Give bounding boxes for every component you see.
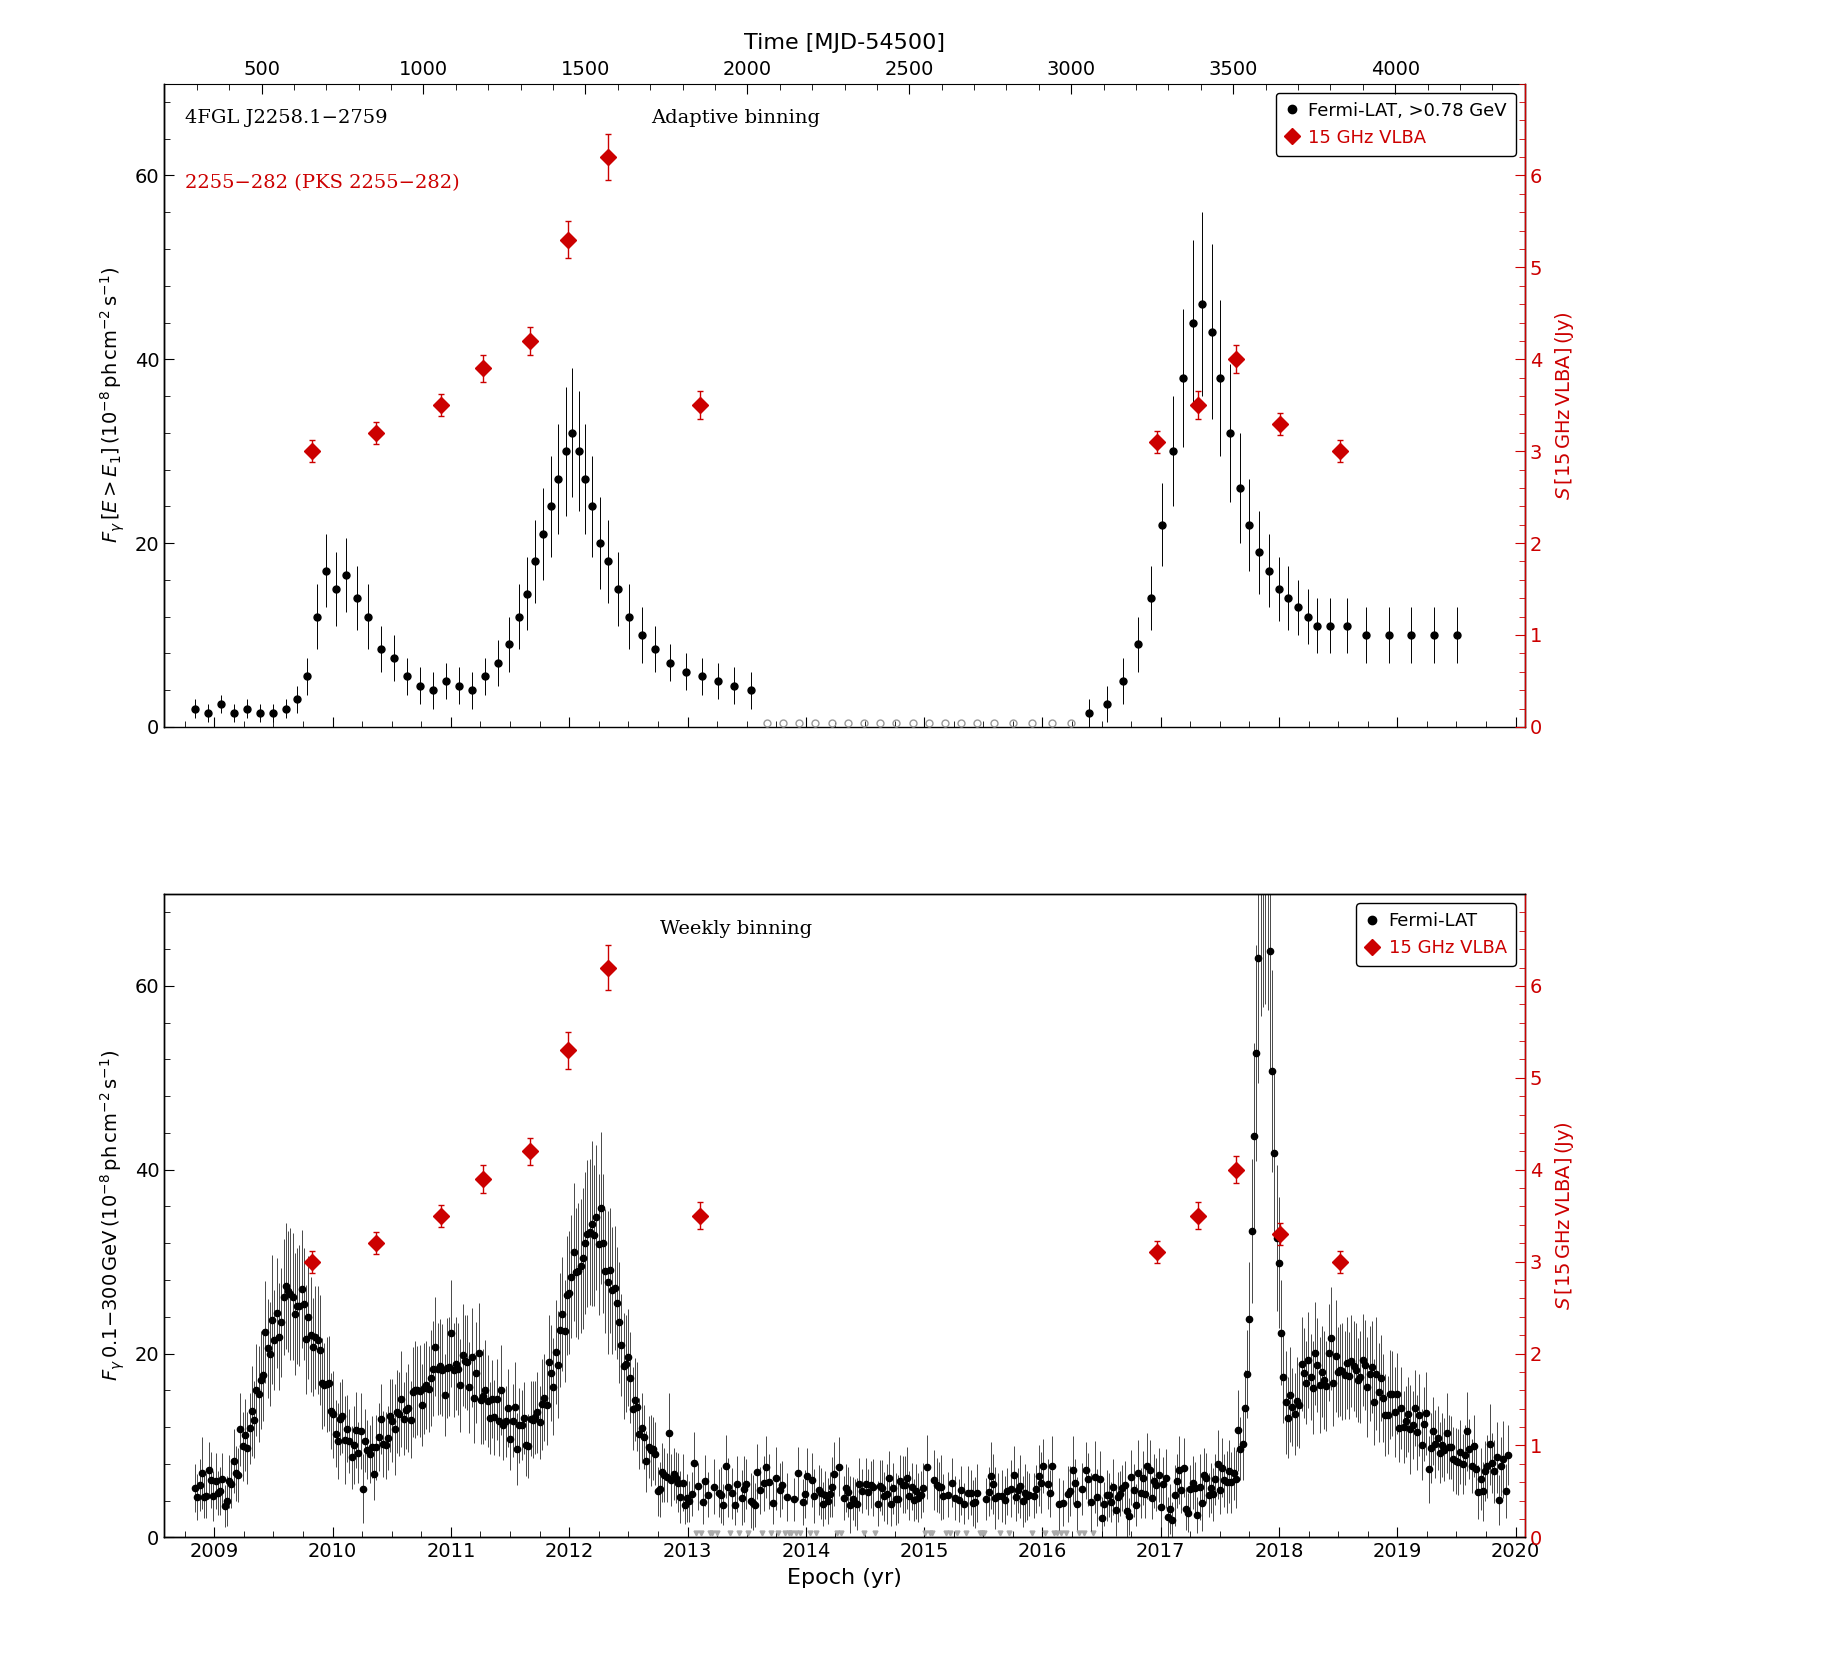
- Y-axis label: $F_{\gamma}\,0.1{-}300\,\mathrm{GeV}\,(10^{-8}\,\mathrm{ph\,cm^{-2}\,s^{-1}})$: $F_{\gamma}\,0.1{-}300\,\mathrm{GeV}\,(1…: [99, 1049, 126, 1382]
- X-axis label: Time [MJD-54500]: Time [MJD-54500]: [743, 32, 946, 52]
- Text: Weekly binning: Weekly binning: [659, 919, 813, 937]
- Text: 2255−282 (PKS 2255−282): 2255−282 (PKS 2255−282): [184, 174, 460, 192]
- Y-axis label: $S\,[15\,\mathrm{GHz\,VLBA}]\,(\mathrm{Jy})$: $S\,[15\,\mathrm{GHz\,VLBA}]\,(\mathrm{J…: [1554, 1121, 1576, 1310]
- Legend: Fermi-LAT, >0.78 GeV, 15 GHz VLBA: Fermi-LAT, >0.78 GeV, 15 GHz VLBA: [1276, 92, 1516, 155]
- Text: 4FGL J2258.1−2759: 4FGL J2258.1−2759: [184, 109, 387, 127]
- Y-axis label: $S\,[15\,\mathrm{GHz\,VLBA}]\,(\mathrm{Jy})$: $S\,[15\,\mathrm{GHz\,VLBA}]\,(\mathrm{J…: [1554, 311, 1576, 500]
- Y-axis label: $F_{\gamma}\,[E>E_1]\,(10^{-8}\,\mathrm{ph\,cm^{-2}\,s^{-1}})$: $F_{\gamma}\,[E>E_1]\,(10^{-8}\,\mathrm{…: [99, 267, 126, 543]
- X-axis label: Epoch (yr): Epoch (yr): [787, 1567, 902, 1587]
- Legend: Fermi-LAT, 15 GHz VLBA: Fermi-LAT, 15 GHz VLBA: [1357, 902, 1516, 966]
- Text: Adaptive binning: Adaptive binning: [652, 109, 820, 127]
